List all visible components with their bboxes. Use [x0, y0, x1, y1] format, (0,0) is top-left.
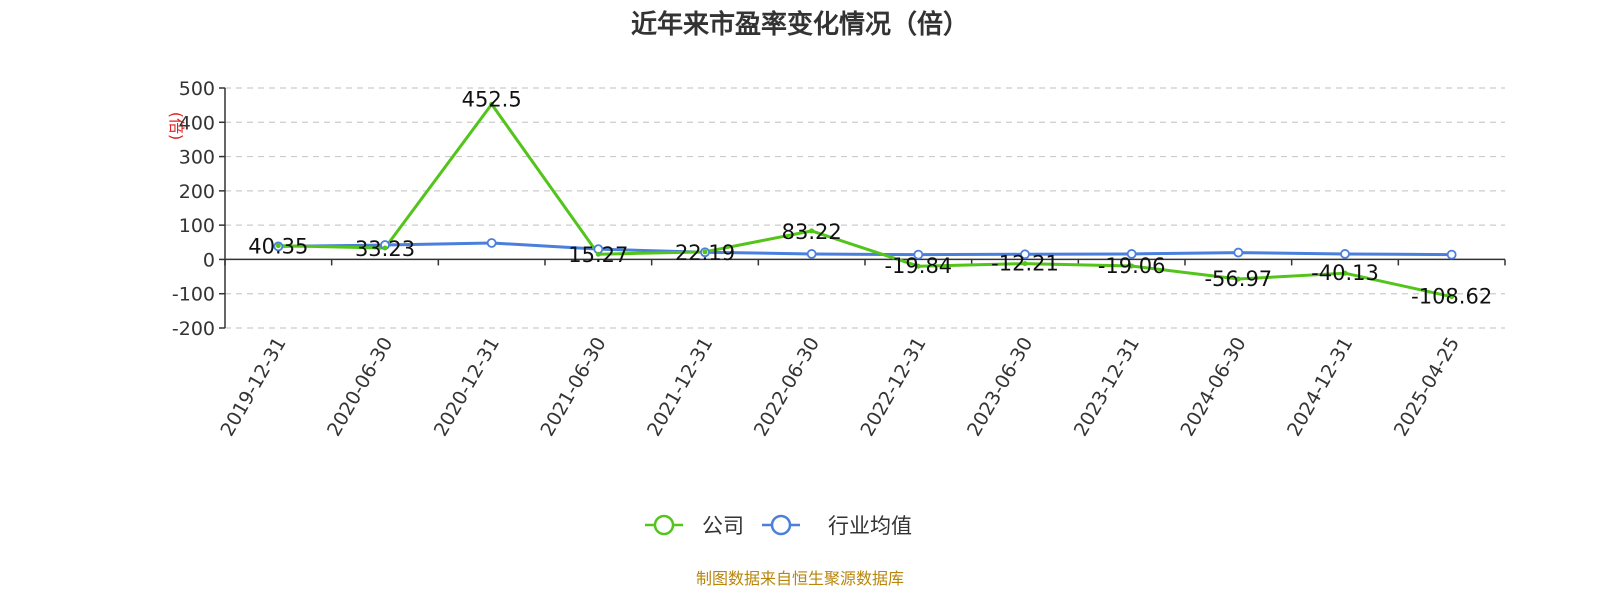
y-tick-label: 200 [179, 181, 215, 203]
company-point [1449, 294, 1455, 300]
x-tick-label: 2024-12-31 [1283, 334, 1357, 441]
x-tick-label: 2021-12-31 [643, 334, 717, 441]
series-line-0 [278, 102, 1452, 299]
industry-point [913, 249, 924, 260]
x-tick-label: 2020-12-31 [430, 333, 504, 440]
company-point [489, 101, 495, 107]
chart-title: 近年来市盈率变化情况（倍） [631, 9, 969, 40]
y-tick-label: 500 [179, 78, 215, 100]
company-point [1022, 261, 1028, 267]
legend-marker [770, 514, 792, 536]
data-label: -56.97 [1204, 267, 1272, 291]
grid [225, 87, 1505, 329]
axes [219, 87, 1506, 329]
source-note: 制图数据来自恒生聚源数据库 [696, 569, 904, 588]
legend-label: 公司 [702, 514, 744, 538]
y-tick-label: -200 [172, 318, 215, 340]
company-point [1342, 270, 1348, 276]
company-point [1235, 276, 1241, 282]
data-label: 33.23 [355, 237, 415, 261]
legend-marker [653, 514, 675, 536]
y-tick-label: 400 [179, 112, 215, 134]
x-tick-label: 2024-06-30 [1176, 334, 1250, 441]
industry-point [486, 238, 497, 248]
y-tick-label: 300 [179, 147, 215, 169]
x-tick-label: 2022-12-31 [856, 333, 930, 440]
legend-label: 行业均值 [828, 514, 912, 538]
data-label: -40.13 [1311, 261, 1379, 285]
series [273, 101, 1457, 300]
x-tick-labels: 2019-12-31 2020-06-30 2020-12-31 2021-06-30… [216, 333, 1464, 440]
x-tick-label: 2022-06-30 [750, 334, 824, 441]
series-line-1 [278, 241, 1452, 257]
data-labels: 40.35 33.23 452.5 15.27 22.19 83.22 -19.84 -12.… [248, 87, 1492, 308]
data-label: 83.22 [782, 220, 842, 244]
data-label: -108.62 [1411, 285, 1492, 309]
x-tick-label: 2019-12-31 [216, 334, 290, 441]
industry-point [1126, 249, 1137, 259]
industry-point [806, 249, 817, 259]
data-label: 22.19 [675, 241, 735, 265]
y-tick-label: 100 [179, 215, 215, 237]
industry-point [1446, 249, 1457, 260]
legend: 公司 行业均值 [645, 514, 912, 538]
x-tick-label: 2023-12-31 [1070, 334, 1144, 441]
company-point [702, 249, 708, 255]
data-label: 15.27 [568, 243, 628, 267]
data-label: -19.06 [1098, 254, 1166, 278]
y-axis-unit: (倍) [167, 112, 186, 141]
company-point [595, 251, 601, 257]
company-point [382, 245, 388, 251]
company-point [275, 243, 281, 249]
company-point [1129, 263, 1135, 269]
industry-point [1233, 247, 1244, 258]
x-tick-label: 2021-06-30 [536, 334, 610, 441]
y-tick-label: 0 [203, 249, 215, 271]
x-tick-label: 2025-04-25 [1390, 334, 1464, 441]
data-label: -19.84 [884, 254, 952, 278]
company-point [915, 263, 921, 269]
industry-point [1020, 249, 1030, 260]
data-label: 452.5 [462, 87, 522, 111]
y-tick-labels: -200 -100 0 100 200 300 400 500 [172, 78, 215, 340]
company-point [809, 228, 815, 234]
data-label: 40.35 [248, 235, 308, 259]
x-tick-label: 2020-06-30 [323, 334, 397, 441]
data-label: -12.21 [991, 252, 1059, 276]
y-tick-label: -100 [172, 284, 215, 306]
x-tick-label: 2023-06-30 [963, 334, 1037, 441]
industry-point [1340, 249, 1350, 259]
